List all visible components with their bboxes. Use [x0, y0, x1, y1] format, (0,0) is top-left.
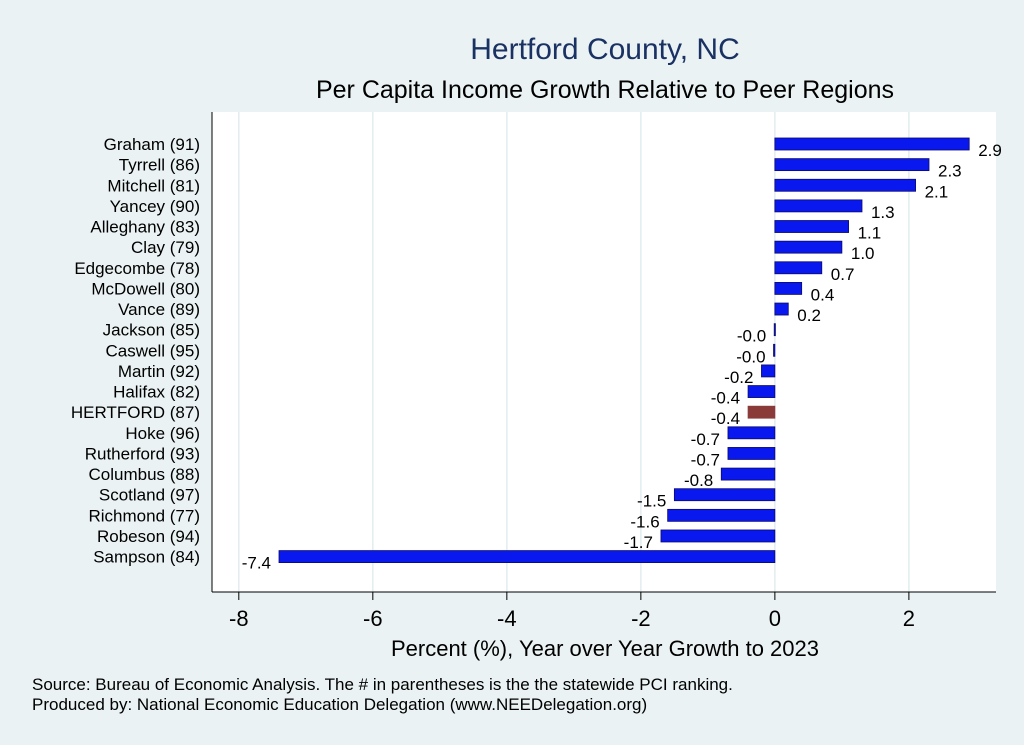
bar: [660, 529, 776, 543]
value-label: 0.2: [797, 306, 821, 325]
bar: [774, 199, 863, 213]
value-label: -0.8: [684, 471, 713, 490]
value-label: -1.6: [630, 512, 659, 531]
value-label: -0.4: [711, 389, 740, 408]
bar: [773, 343, 776, 357]
x-tick-label: -4: [497, 606, 517, 631]
x-axis-title: Percent (%), Year over Year Growth to 20…: [391, 636, 819, 661]
category-label: Richmond (77): [89, 506, 201, 525]
bar: [278, 550, 776, 563]
value-label: 1.0: [851, 244, 875, 263]
value-label: -0.4: [711, 409, 740, 428]
bar: [727, 447, 776, 460]
value-label: 2.9: [978, 141, 1002, 160]
bar: [774, 261, 823, 275]
category-label: McDowell (80): [91, 279, 200, 298]
value-label: -0.7: [691, 450, 720, 469]
grid-lines: [238, 112, 910, 592]
category-label: Sampson (84): [93, 548, 200, 567]
category-label: Martin (92): [118, 362, 200, 381]
bar: [673, 488, 776, 502]
value-label: -0.0: [737, 327, 766, 346]
category-label: Caswell (95): [106, 341, 200, 360]
bar: [774, 282, 803, 295]
value-label: -1.7: [624, 533, 653, 552]
value-label: -7.4: [242, 554, 271, 573]
bar: [774, 220, 849, 233]
category-label: Columbus (88): [89, 465, 201, 484]
value-label: 0.4: [811, 285, 835, 304]
chart-title: Hertford County, NC: [470, 33, 740, 66]
value-label: -0.0: [736, 347, 765, 366]
x-axis: -8 -6 -4 -2 0 2: [211, 112, 996, 631]
category-label: HERTFORD (87): [71, 403, 200, 422]
bar: [774, 240, 843, 254]
bar: [773, 323, 776, 337]
value-labels: 2.9 2.32.1 1.3 1.11.0 0.70.4 0.2 -0.0-0.0 -0.2 -…: [242, 141, 1002, 573]
category-label: Vance (89): [118, 300, 200, 319]
bar: [774, 178, 916, 192]
source-note: Source: Bureau of Economic Analysis. The…: [32, 675, 733, 694]
value-label: 1.3: [871, 203, 895, 222]
chart-subtitle: Per Capita Income Growth Relative to Pee…: [316, 76, 894, 104]
bar: [774, 302, 789, 316]
category-label: Edgecombe (78): [74, 259, 200, 278]
value-label: 2.1: [925, 182, 949, 201]
bar: [774, 158, 930, 172]
produced-by-note: Produced by: National Economic Education…: [32, 695, 647, 714]
bar: [747, 405, 776, 419]
x-tick-label: -2: [631, 606, 651, 631]
bar: [727, 426, 776, 440]
category-label: Rutherford (93): [85, 444, 200, 463]
value-label: -0.7: [691, 430, 720, 449]
category-label: Mitchell (81): [107, 176, 200, 195]
bars-group: [278, 137, 970, 563]
value-label: 0.7: [831, 265, 855, 284]
x-tick-label: -8: [229, 606, 249, 631]
bar: [774, 137, 970, 151]
value-label: -0.2: [724, 368, 753, 387]
category-labels: Graham (91) Tyrrell (86)Mitchell (81) Yanc…: [71, 135, 200, 567]
category-label: Robeson (94): [97, 527, 200, 546]
value-label: 2.3: [938, 162, 962, 181]
category-label: Graham (91): [104, 135, 200, 154]
value-label: -1.5: [637, 492, 666, 511]
bar: [720, 467, 776, 481]
bar: [761, 364, 776, 378]
category-label: Jackson (85): [103, 321, 200, 340]
x-tick-label: 2: [903, 606, 915, 631]
category-label: Alleghany (83): [90, 218, 200, 237]
x-tick-label: 0: [769, 606, 781, 631]
bar: [747, 385, 776, 398]
category-label: Halifax (82): [113, 383, 200, 402]
category-label: Tyrrell (86): [119, 156, 200, 175]
bar: [667, 508, 776, 522]
value-label: 1.1: [858, 224, 882, 243]
x-tick-label: -6: [363, 606, 383, 631]
category-label: Scotland (97): [99, 486, 200, 505]
category-label: Yancey (90): [110, 197, 200, 216]
plot-area: [212, 112, 996, 592]
category-label: Clay (79): [131, 238, 200, 257]
category-label: Hoke (96): [125, 424, 200, 443]
